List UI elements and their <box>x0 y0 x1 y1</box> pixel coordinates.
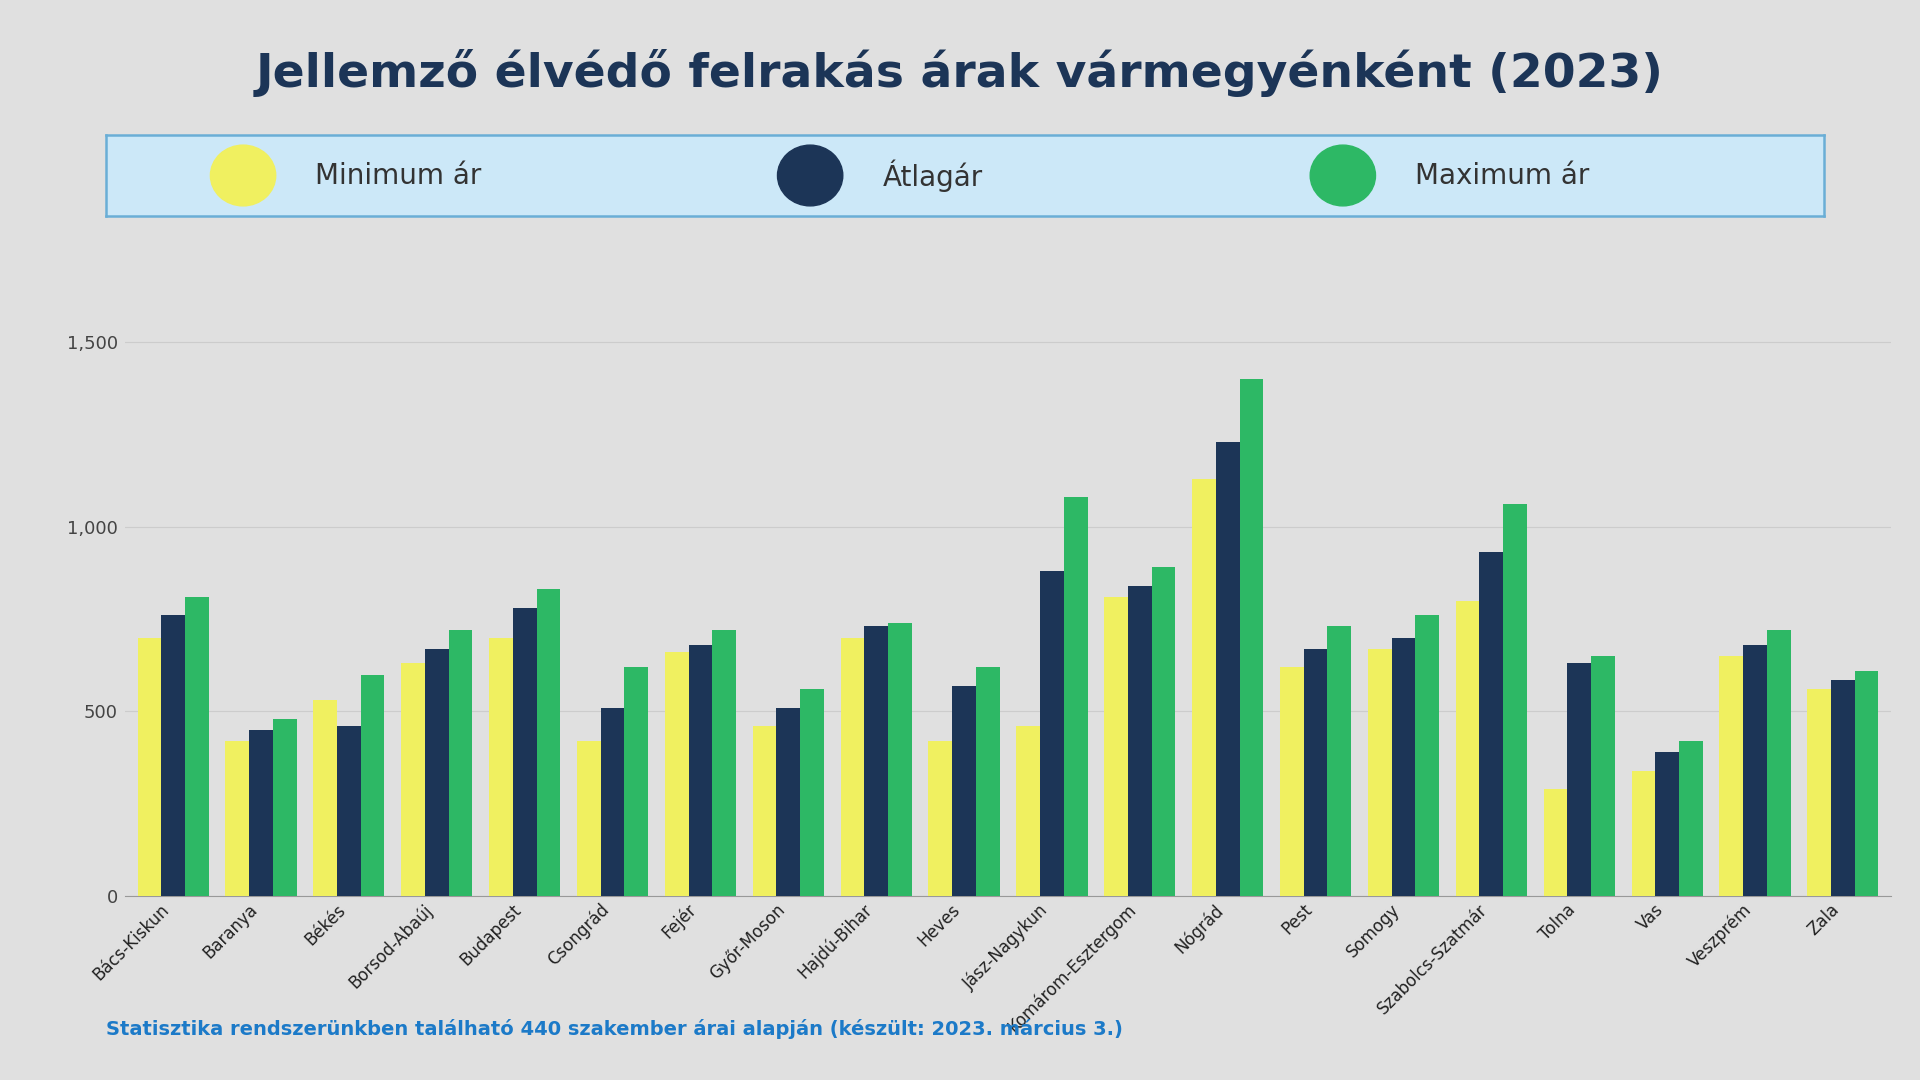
Bar <box>184 597 209 896</box>
Bar <box>1855 671 1878 896</box>
Bar <box>1655 752 1678 896</box>
Text: Maximum ár: Maximum ár <box>1415 162 1590 189</box>
Ellipse shape <box>778 145 843 206</box>
Bar <box>1016 726 1041 896</box>
Bar <box>601 707 624 896</box>
Bar <box>975 667 1000 896</box>
Bar <box>1567 663 1592 896</box>
Bar <box>250 730 273 896</box>
Bar <box>1480 553 1503 896</box>
Text: Statisztika rendszerünkben található 440 szakember árai alapján (készült: 2023. : Statisztika rendszerünkben található 440… <box>106 1018 1123 1039</box>
Bar <box>401 663 424 896</box>
Bar <box>1832 680 1855 896</box>
Bar <box>1304 649 1327 896</box>
Bar <box>1041 571 1064 896</box>
Bar <box>929 741 952 896</box>
Bar <box>490 637 513 896</box>
Bar <box>1327 626 1352 896</box>
Bar <box>1415 616 1440 896</box>
Bar <box>712 630 735 896</box>
Bar <box>1367 649 1392 896</box>
Bar <box>338 726 361 896</box>
Bar <box>864 626 889 896</box>
Bar <box>1127 585 1152 896</box>
Text: Jellemző élvédő felrakás árak vármegyénként (2023): Jellemző élvédő felrakás árak vármegyénk… <box>255 49 1665 96</box>
Bar <box>1592 656 1615 896</box>
Bar <box>576 741 601 896</box>
Bar <box>841 637 864 896</box>
Bar <box>513 608 536 896</box>
Bar <box>536 590 561 896</box>
Bar <box>225 741 250 896</box>
Bar <box>1281 667 1304 896</box>
Bar <box>1064 497 1087 896</box>
Bar <box>952 686 975 896</box>
Bar <box>138 637 161 896</box>
Bar <box>1215 442 1240 896</box>
Ellipse shape <box>1309 145 1375 206</box>
Bar <box>753 726 776 896</box>
Bar <box>1766 630 1791 896</box>
Bar <box>449 630 472 896</box>
Bar <box>801 689 824 896</box>
Bar <box>1392 637 1415 896</box>
Bar <box>1632 771 1655 896</box>
Bar <box>1678 741 1703 896</box>
Ellipse shape <box>211 145 276 206</box>
Bar <box>273 719 296 896</box>
Bar <box>1240 379 1263 896</box>
Bar <box>889 623 912 896</box>
Bar <box>1720 656 1743 896</box>
Bar <box>313 701 338 896</box>
Bar <box>1104 597 1127 896</box>
Bar <box>664 652 689 896</box>
Bar <box>776 707 801 896</box>
Bar <box>1152 567 1175 896</box>
Bar <box>361 675 384 896</box>
Bar <box>624 667 649 896</box>
Bar <box>689 645 712 896</box>
Bar <box>161 616 184 896</box>
Bar <box>1743 645 1766 896</box>
Text: Átlagár: Átlagár <box>883 159 983 192</box>
Bar <box>1544 789 1567 896</box>
Text: Minimum ár: Minimum ár <box>315 162 482 189</box>
Bar <box>1192 478 1215 896</box>
Bar <box>424 649 449 896</box>
Bar <box>1807 689 1832 896</box>
Bar <box>1455 600 1480 896</box>
Bar <box>1503 504 1526 896</box>
